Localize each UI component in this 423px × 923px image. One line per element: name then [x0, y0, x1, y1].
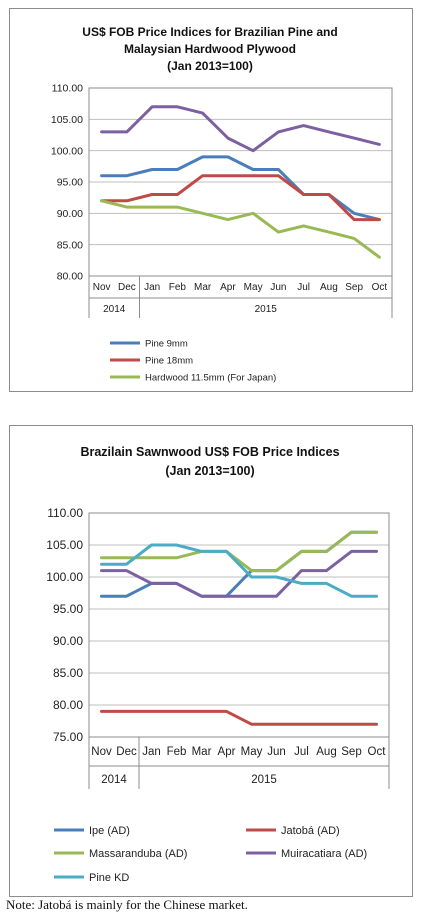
y-tick-label: 80.00	[57, 271, 83, 283]
x-tick-label: Jun	[267, 746, 286, 758]
y-tick-label: 90.00	[57, 208, 83, 220]
x-tick-label: Mar	[192, 746, 212, 758]
series-line	[100, 174, 381, 222]
x-group-label: 2015	[251, 774, 277, 786]
sawnwood-chart-svg: Brazilain Sawnwood US$ FOB Price Indices…	[46, 445, 390, 884]
y-tick-label: 95.00	[57, 177, 83, 189]
x-group-label: 2014	[103, 304, 126, 315]
legend-label: Jatobá (AD)	[281, 825, 340, 837]
chart-title-line: Malaysian Hardwood Plywood	[124, 42, 296, 56]
x-tick-label: Apr	[218, 746, 236, 758]
x-tick-label: Sep	[345, 282, 363, 293]
y-tick-label: 105.00	[51, 114, 83, 126]
chart-title-line: (Jan 2013=100)	[167, 59, 253, 73]
y-tick-label: 85.00	[53, 666, 83, 680]
y-tick-label: 100.00	[51, 145, 83, 157]
y-tick-label: 85.00	[57, 239, 83, 251]
x-tick-label: Dec	[118, 282, 136, 293]
x-tick-label: Aug	[320, 282, 338, 293]
x-tick-label: Mar	[194, 282, 212, 293]
x-tick-label: Nov	[91, 746, 112, 758]
x-tick-label: Oct	[368, 746, 387, 758]
y-tick-label: 110.00	[52, 83, 83, 95]
series-line	[100, 199, 381, 259]
sawnwood-price-chart: Brazilain Sawnwood US$ FOB Price Indices…	[9, 425, 413, 897]
x-tick-label: Apr	[220, 282, 236, 293]
y-tick-label: 75.00	[53, 730, 83, 744]
legend-label: Pine KD	[89, 872, 129, 884]
plot-area	[88, 512, 390, 738]
y-tick-label: 80.00	[53, 698, 83, 712]
legend-label: Massaranduba (AD)	[89, 848, 187, 860]
x-tick-label: Jan	[142, 746, 161, 758]
series-line	[100, 105, 381, 153]
x-tick-label: Jul	[297, 282, 310, 293]
x-tick-label: Sep	[341, 746, 361, 758]
legend-label: Hardwood 11.5mm (For Japan)	[145, 372, 276, 383]
footnote: Note: Jatobá is mainly for the Chinese m…	[6, 897, 248, 912]
x-group-label: 2014	[101, 774, 127, 786]
chart-title-line: (Jan 2013=100)	[165, 464, 254, 478]
x-group-label: 2015	[255, 304, 278, 315]
series-line	[100, 155, 381, 222]
x-tick-label: Dec	[116, 746, 137, 758]
x-tick-label: Feb	[167, 746, 187, 758]
legend-label: Muiracatiara (AD)	[281, 848, 367, 860]
x-tick-label: May	[241, 746, 263, 758]
chart-title-line: Brazilain Sawnwood US$ FOB Price Indices	[80, 445, 339, 459]
x-tick-label: Jun	[270, 282, 286, 293]
legend-label: Pine 9mm	[145, 338, 188, 349]
x-tick-label: Oct	[372, 282, 388, 293]
x-tick-label: Nov	[93, 282, 111, 293]
y-tick-label: 95.00	[53, 602, 83, 616]
series-line	[100, 549, 378, 598]
series-line	[100, 543, 378, 598]
y-tick-label: 100.00	[46, 570, 83, 584]
x-tick-label: May	[244, 282, 263, 293]
series-line	[100, 530, 378, 573]
y-tick-label: 105.00	[46, 538, 83, 552]
legend-label: Ipe (AD)	[89, 825, 130, 837]
plywood-price-chart: US$ FOB Price Indices for Brazilian Pine…	[9, 8, 413, 392]
legend-label: Pine 18mm	[145, 355, 193, 366]
x-tick-label: Jul	[294, 746, 309, 758]
x-tick-label: Aug	[316, 746, 336, 758]
chart-title-line: US$ FOB Price Indices for Brazilian Pine…	[82, 25, 337, 39]
series-line	[100, 709, 378, 726]
x-tick-label: Feb	[169, 282, 187, 293]
plywood-chart-svg: US$ FOB Price Indices for Brazilian Pine…	[51, 25, 393, 383]
x-tick-label: Jan	[144, 282, 160, 293]
plot-area	[88, 87, 393, 277]
y-tick-label: 90.00	[53, 634, 83, 648]
y-tick-label: 110.00	[47, 506, 83, 520]
